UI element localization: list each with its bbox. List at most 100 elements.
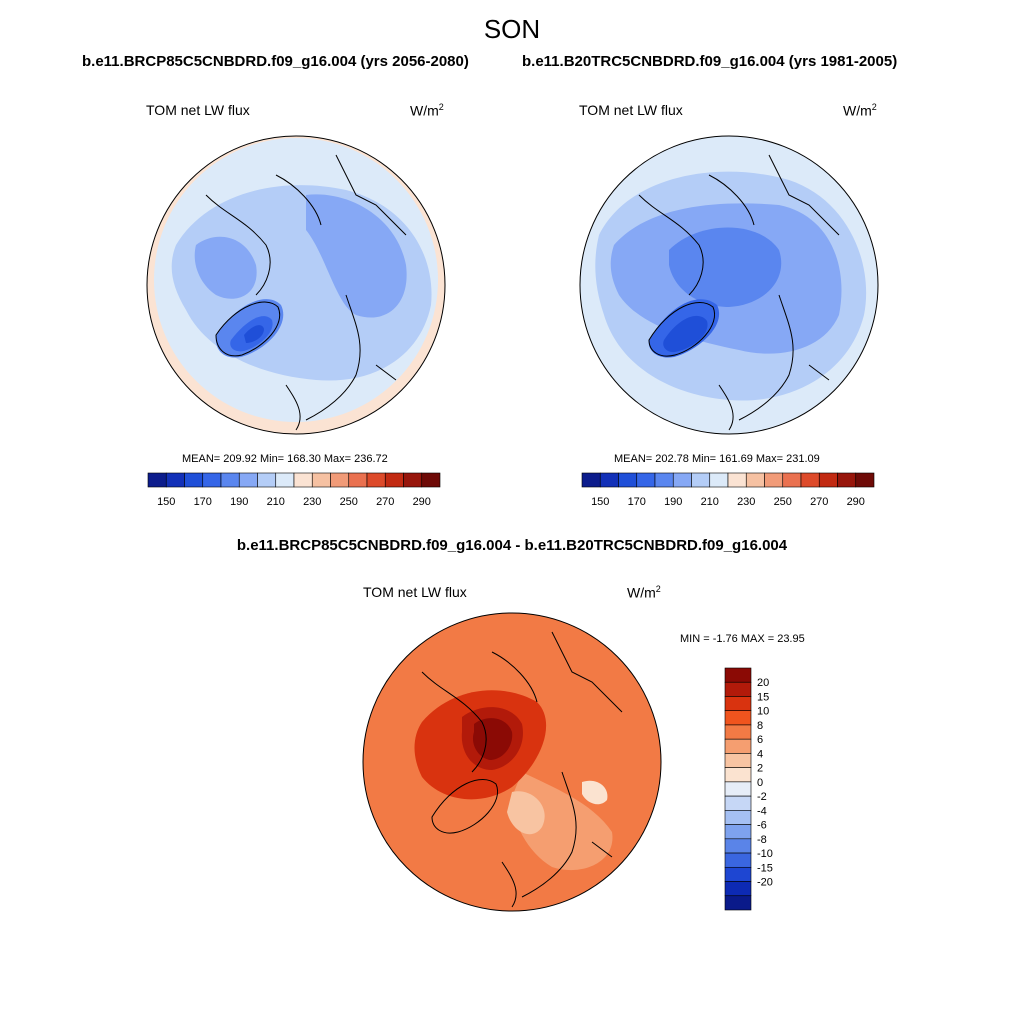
right-colorbar-tick-label: 290 (847, 496, 865, 508)
diff-colorbar-tick-label: 15 (757, 691, 769, 703)
left-units-label: W/m2 (410, 102, 444, 119)
left-colorbar-swatch (220, 472, 240, 488)
contour-band (194, 236, 257, 299)
right-units-label: W/m2 (843, 102, 877, 119)
map-border (362, 612, 662, 912)
diff-colorbar-swatch (724, 681, 752, 697)
diff-colorbar-tick-label: -10 (757, 848, 773, 860)
difference-title: b.e11.BRCP85C5CNBDRD.f09_g16.004 - b.e11… (236, 537, 788, 554)
diff-colorbar-swatch (724, 738, 752, 754)
contour-band (306, 194, 407, 318)
left-colorbar: 150 170 190 210 230 250 270 290 (147, 472, 441, 508)
diff-colorbar-tick-label: -4 (757, 805, 767, 817)
left-stats: MEAN= 209.92 Min= 168.30 Max= 236.72 (182, 453, 388, 465)
diff-colorbar-tick-label: 0 (757, 777, 763, 789)
right-colorbar-swatch (837, 472, 857, 488)
right-variable-label: TOM net LW flux (579, 102, 683, 118)
diff-colorbar-swatch (724, 852, 752, 868)
right-polar-map (579, 135, 879, 435)
left-colorbar-tick-label: 170 (194, 496, 212, 508)
contour-band (512, 772, 613, 871)
difference-polar-map (362, 612, 662, 912)
left-colorbar-tick-label: 210 (267, 496, 285, 508)
left-variable-label: TOM net LW flux (146, 102, 250, 118)
left-colorbar-tick-label: 230 (303, 496, 321, 508)
left-colorbar-swatch (366, 472, 386, 488)
right-case-title: b.e11.B20TRC5CNBDRD.f09_g16.004 (yrs 198… (522, 53, 898, 70)
diff-colorbar-tick-label: 4 (757, 748, 763, 760)
diff-colorbar-tick-label: 2 (757, 763, 763, 775)
right-colorbar-swatch (691, 472, 711, 488)
right-colorbar-swatch (654, 472, 674, 488)
contour-band (663, 315, 708, 353)
left-case-title: b.e11.BRCP85C5CNBDRD.f09_g16.004 (yrs 20… (82, 53, 469, 70)
left-colorbar-swatch (202, 472, 222, 488)
right-colorbar-tick-label: 210 (701, 496, 719, 508)
right-colorbar-swatch (782, 472, 802, 488)
diff-colorbar-swatch (724, 710, 752, 726)
right-colorbar-swatch (618, 472, 638, 488)
left-colorbar-swatch (257, 472, 277, 488)
right-colorbar-swatch (745, 472, 765, 488)
left-colorbar-swatch (165, 472, 185, 488)
left-colorbar-tick-label: 290 (413, 496, 431, 508)
diff-colorbar-swatch (724, 753, 752, 768)
right-colorbar-swatch (818, 472, 838, 488)
left-colorbar-tick-label: 270 (376, 496, 394, 508)
left-colorbar-swatch (330, 472, 350, 488)
diff-colorbar-swatch (724, 767, 752, 783)
right-colorbar-swatch (672, 472, 692, 488)
diff-colorbar-swatch (724, 810, 752, 825)
left-colorbar-swatch (348, 472, 368, 488)
diff-colorbar-swatch (724, 667, 752, 683)
map-border (579, 135, 879, 435)
left-colorbar-swatch (293, 472, 313, 488)
diff-colorbar-swatch (724, 824, 752, 840)
left-colorbar-tick-label: 190 (230, 496, 248, 508)
diff-colorbar-tick-label: -8 (757, 834, 767, 846)
left-colorbar-swatch (403, 472, 423, 488)
figure-season-title: SON (483, 14, 541, 44)
right-colorbar-swatch (764, 472, 784, 488)
diff-stats: MIN = -1.76 MAX = 23.95 (680, 633, 805, 645)
map-border (146, 135, 446, 435)
diff-colorbar-tick-label: -6 (757, 820, 767, 832)
contour-band (472, 718, 513, 760)
left-colorbar-swatch (384, 472, 404, 488)
left-colorbar-tick-label: 150 (157, 496, 175, 508)
diff-colorbar-tick-label: 6 (757, 734, 763, 746)
diff-colorbar-swatch (724, 881, 752, 897)
diff-colorbar-swatch (724, 866, 752, 882)
diff-colorbar-swatch (724, 795, 752, 811)
contour-band (582, 780, 608, 805)
right-colorbar: 150 170 190 210 230 250 270 290 (581, 472, 875, 508)
right-colorbar-swatch (599, 472, 619, 488)
diff-colorbar-tick-label: -15 (757, 862, 773, 874)
left-colorbar-swatch (421, 472, 441, 488)
left-polar-map (146, 135, 446, 435)
diff-variable-label: TOM net LW flux (363, 584, 467, 600)
diff-units-label: W/m2 (627, 584, 661, 601)
right-colorbar-tick-label: 250 (774, 496, 792, 508)
left-colorbar-swatch (147, 472, 167, 488)
left-colorbar-swatch (184, 472, 204, 488)
right-colorbar-tick-label: 270 (810, 496, 828, 508)
diff-colorbar-tick-label: 20 (757, 677, 769, 689)
right-colorbar-swatch (581, 472, 601, 488)
diff-colorbar-tick-label: 10 (757, 706, 769, 718)
diff-colorbar-swatch (724, 781, 752, 797)
diff-colorbar-swatch (724, 895, 752, 911)
right-colorbar-tick-label: 170 (628, 496, 646, 508)
right-colorbar-tick-label: 150 (591, 496, 609, 508)
right-colorbar-swatch (709, 472, 729, 488)
right-stats: MEAN= 202.78 Min= 161.69 Max= 231.09 (614, 453, 820, 465)
left-colorbar-swatch (311, 472, 331, 488)
diff-colorbar-tick-label: 8 (757, 720, 763, 732)
coastlines (421, 631, 623, 908)
right-colorbar-swatch (636, 472, 656, 488)
diff-colorbar-swatch (724, 696, 752, 712)
left-colorbar-tick-label: 250 (340, 496, 358, 508)
contour-band (244, 325, 264, 343)
right-colorbar-tick-label: 230 (737, 496, 755, 508)
